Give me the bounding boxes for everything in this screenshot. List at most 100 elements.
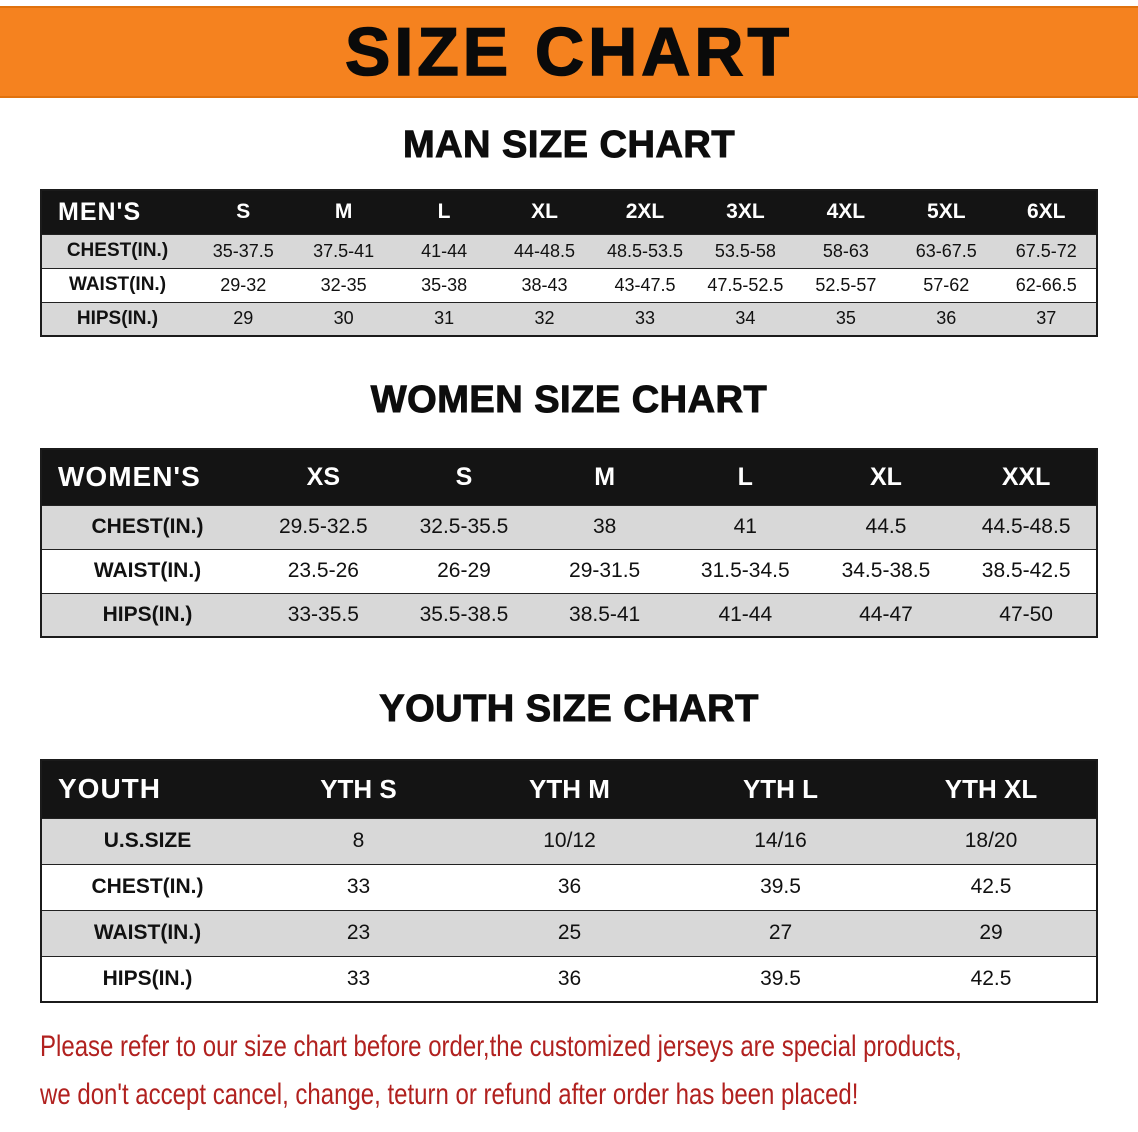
size-value-cell: 29.5-32.5 <box>253 504 394 550</box>
men-row-waist-in: WAIST(IN.) 29-32 32-35 35-38 38-43 43-47.5 47.… <box>41 267 1097 303</box>
size-value-cell: 31.5-34.5 <box>674 548 816 594</box>
row-label: WAIST(IN.) <box>41 548 253 594</box>
men-table-corner-label: MEN'S <box>41 189 193 235</box>
women-row-waist-in: WAIST(IN.) 23.5-26 26-29 29-31.5 31.5-34.5 34… <box>41 548 1097 594</box>
youth-col-header-yth-xl: YTH XL <box>886 759 1097 819</box>
size-value-cell: 27 <box>675 909 886 957</box>
size-value-cell: 42.5 <box>886 955 1097 1003</box>
youth-size-section: YOUTH SIZE CHART YOUTH YTH S YTH M YTH L YTH… <box>0 688 1138 1003</box>
youth-size-table: YOUTH YTH S YTH M YTH L YTH XL U.S.SIZE 8 10/12… <box>40 759 1098 1003</box>
size-value-cell: 14/16 <box>675 817 886 865</box>
women-col-header-xl: XL <box>815 448 957 506</box>
size-value-cell: 67.5-72 <box>996 233 1097 269</box>
men-col-header-s: S <box>193 189 294 235</box>
men-row-hips-in: HIPS(IN.) 29 30 31 32 33 34 35 36 37 <box>41 301 1097 337</box>
size-value-cell: 39.5 <box>675 955 886 1003</box>
size-value-cell: 57-62 <box>896 267 997 303</box>
size-value-cell: 32-35 <box>293 267 394 303</box>
size-value-cell: 47.5-52.5 <box>695 267 796 303</box>
row-label: CHEST(IN.) <box>41 863 253 911</box>
size-value-cell: 41 <box>674 504 816 550</box>
row-label: HIPS(IN.) <box>41 301 193 337</box>
size-value-cell: 37.5-41 <box>293 233 394 269</box>
size-value-cell: 29-31.5 <box>534 548 675 594</box>
size-value-cell: 34 <box>695 301 796 337</box>
size-value-cell: 44-48.5 <box>494 233 595 269</box>
size-value-cell: 35 <box>795 301 897 337</box>
size-value-cell: 42.5 <box>886 863 1097 911</box>
size-value-cell: 53.5-58 <box>695 233 796 269</box>
women-col-header-s: S <box>393 448 535 506</box>
size-value-cell: 30 <box>293 301 394 337</box>
size-value-cell: 58-63 <box>795 233 897 269</box>
row-label: WAIST(IN.) <box>41 909 253 957</box>
men-col-header-m: M <box>293 189 394 235</box>
size-value-cell: 38-43 <box>494 267 595 303</box>
size-value-cell: 41-44 <box>393 233 495 269</box>
disclaimer: Please refer to our size chart before or… <box>40 1023 1098 1119</box>
youth-section-heading: YOUTH SIZE CHART <box>379 688 759 731</box>
row-label: WAIST(IN.) <box>41 267 193 303</box>
size-value-cell: 32.5-35.5 <box>393 504 535 550</box>
men-col-header-4xl: 4XL <box>795 189 897 235</box>
size-value-cell: 41-44 <box>674 592 816 638</box>
youth-row-waist-in: WAIST(IN.) 23 25 27 29 <box>41 909 1097 957</box>
size-value-cell: 23.5-26 <box>253 548 394 594</box>
men-col-header-l: L <box>393 189 495 235</box>
size-value-cell: 38.5-41 <box>534 592 675 638</box>
size-value-cell: 44.5-48.5 <box>956 504 1097 550</box>
size-value-cell: 38.5-42.5 <box>956 548 1097 594</box>
size-value-cell: 44-47 <box>815 592 957 638</box>
women-section-heading: WOMEN SIZE CHART <box>370 379 768 422</box>
youth-col-header-yth-s: YTH S <box>253 759 464 819</box>
size-value-cell: 23 <box>253 909 464 957</box>
size-value-cell: 52.5-57 <box>795 267 897 303</box>
banner-title: SIZE CHART <box>344 13 793 91</box>
size-value-cell: 29 <box>193 301 294 337</box>
women-size-table: WOMEN'S XS S M L XL XXL CHEST(IN.) 29.5-32.5 32.5… <box>40 448 1098 638</box>
size-value-cell: 33 <box>253 955 464 1003</box>
women-col-header-xs: XS <box>253 448 394 506</box>
size-value-cell: 36 <box>464 955 675 1003</box>
size-value-cell: 36 <box>896 301 997 337</box>
size-value-cell: 36 <box>464 863 675 911</box>
size-value-cell: 29-32 <box>193 267 294 303</box>
youth-table-corner-label: YOUTH <box>41 759 253 819</box>
size-value-cell: 35.5-38.5 <box>393 592 535 638</box>
size-value-cell: 18/20 <box>886 817 1097 865</box>
size-value-cell: 47-50 <box>956 592 1097 638</box>
size-value-cell: 43-47.5 <box>594 267 696 303</box>
women-table-corner-label: WOMEN'S <box>41 448 253 506</box>
size-value-cell: 10/12 <box>464 817 675 865</box>
men-size-table: MEN'S S M L XL 2XL 3XL 4XL 5XL 6XL CHEST(IN.) 35-37… <box>40 189 1098 337</box>
size-value-cell: 26-29 <box>393 548 535 594</box>
youth-col-header-yth-m: YTH M <box>464 759 675 819</box>
size-value-cell: 48.5-53.5 <box>594 233 696 269</box>
youth-row-chest-in: CHEST(IN.) 33 36 39.5 42.5 <box>41 863 1097 911</box>
size-value-cell: 31 <box>393 301 495 337</box>
men-size-section: MAN SIZE CHART MEN'S S M L XL 2XL 3XL 4XL 5XL 6XL… <box>0 124 1138 337</box>
youth-row-hips-in: HIPS(IN.) 33 36 39.5 42.5 <box>41 955 1097 1003</box>
row-label: U.S.SIZE <box>41 817 253 865</box>
men-col-header-6xl: 6XL <box>996 189 1097 235</box>
size-value-cell: 35-38 <box>393 267 495 303</box>
women-row-chest-in: CHEST(IN.) 29.5-32.5 32.5-35.5 38 41 44.5 44.5… <box>41 504 1097 550</box>
row-label: CHEST(IN.) <box>41 504 253 550</box>
size-value-cell: 33-35.5 <box>253 592 394 638</box>
disclaimer-line-2: we don't accept cancel, change, teturn o… <box>40 1078 859 1111</box>
men-col-header-2xl: 2XL <box>594 189 696 235</box>
women-header-row: WOMEN'S XS S M L XL XXL <box>41 448 1097 506</box>
men-col-header-xl: XL <box>494 189 595 235</box>
size-value-cell: 37 <box>996 301 1097 337</box>
size-value-cell: 29 <box>886 909 1097 957</box>
size-value-cell: 35-37.5 <box>193 233 294 269</box>
women-row-hips-in: HIPS(IN.) 33-35.5 35.5-38.5 38.5-41 41-44 44-… <box>41 592 1097 638</box>
men-section-heading: MAN SIZE CHART <box>402 124 736 167</box>
size-value-cell: 44.5 <box>815 504 957 550</box>
youth-col-header-yth-l: YTH L <box>675 759 886 819</box>
men-col-header-5xl: 5XL <box>896 189 997 235</box>
youth-row-u-s-size: U.S.SIZE 8 10/12 14/16 18/20 <box>41 817 1097 865</box>
men-col-header-3xl: 3XL <box>695 189 796 235</box>
size-value-cell: 62-66.5 <box>996 267 1097 303</box>
